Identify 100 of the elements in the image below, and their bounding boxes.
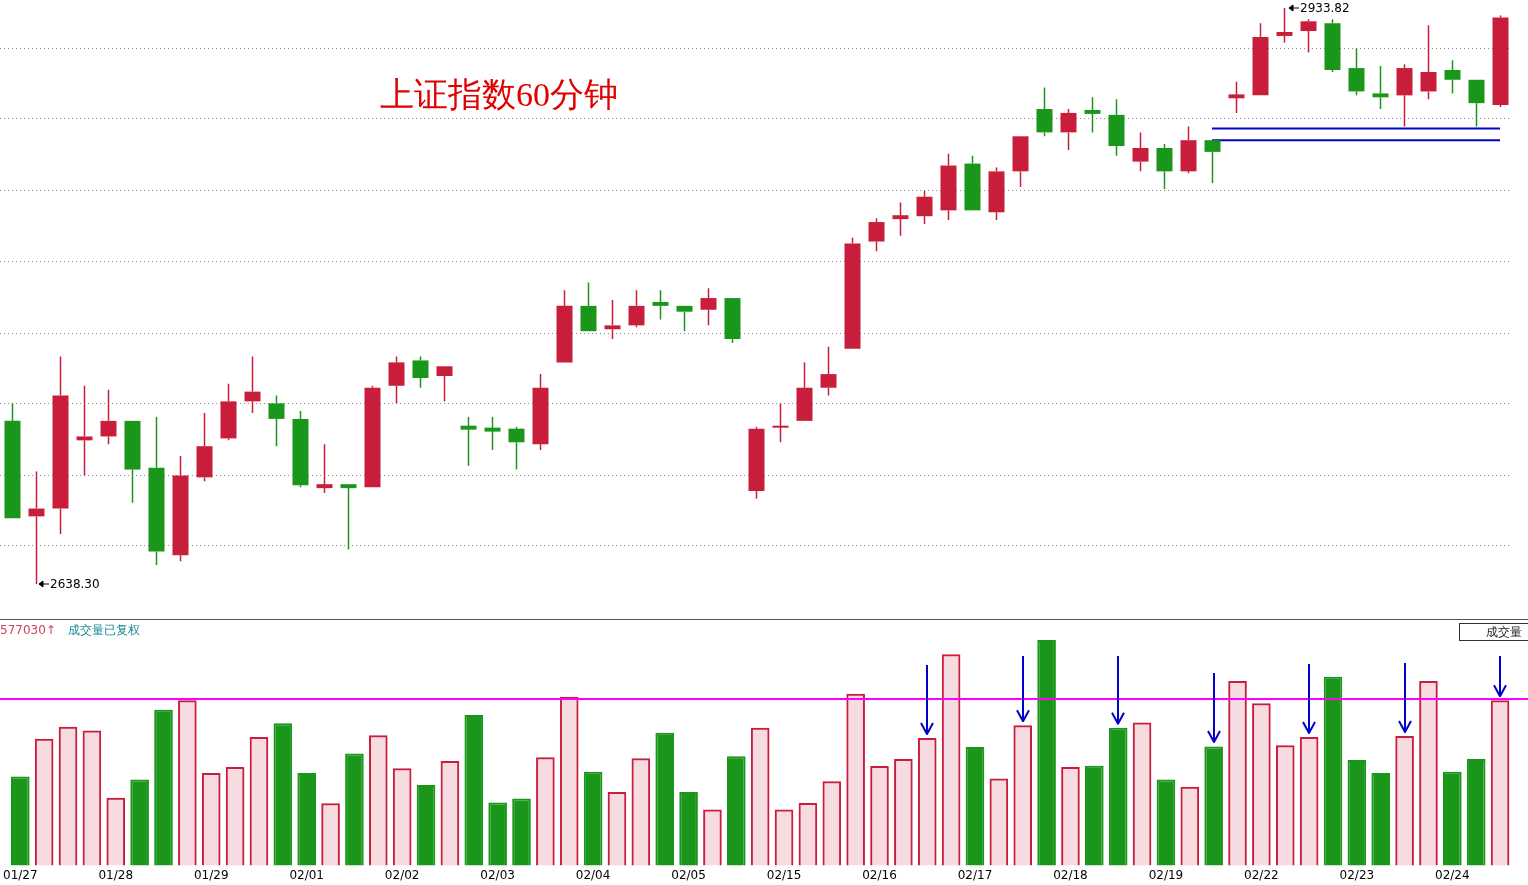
candlestick <box>148 416 165 566</box>
bar <box>1299 737 1319 866</box>
bar <box>846 693 865 866</box>
bar <box>1419 681 1438 866</box>
candlestick <box>508 425 525 471</box>
candlestick <box>268 394 285 447</box>
candlestick <box>172 455 189 562</box>
candlestick <box>820 346 837 397</box>
candlestick <box>1420 24 1437 101</box>
x-tick-label: 02/03 <box>480 867 515 882</box>
candlestick <box>772 402 789 444</box>
candlestick <box>436 366 453 403</box>
text: 上证指数60分钟 <box>380 75 618 115</box>
bar <box>1013 725 1033 866</box>
bar <box>249 737 269 866</box>
candlestick <box>1300 18 1317 54</box>
candlestick <box>460 416 477 467</box>
bar <box>870 766 889 866</box>
bar <box>917 737 937 866</box>
candlestick <box>340 484 357 551</box>
bar <box>1132 722 1152 866</box>
x-tick-label: 02/02 <box>384 867 420 882</box>
candlestick <box>940 153 957 221</box>
candlestick <box>244 355 261 414</box>
x-tick-label: 02/17 <box>957 867 993 882</box>
candlestick <box>1084 96 1101 134</box>
candlestick <box>1036 86 1053 138</box>
candlestick <box>1060 108 1077 151</box>
bar <box>106 797 126 866</box>
candlestick <box>1348 47 1365 97</box>
x-tick-label: 02/16 <box>862 867 897 882</box>
candlestick <box>532 373 549 451</box>
x-tick-label: 02/19 <box>1148 867 1184 882</box>
text: 成交量已复权 <box>68 623 140 637</box>
bar <box>894 759 913 866</box>
bar <box>1180 786 1200 866</box>
x-tick-label: 02/22 <box>1244 867 1279 882</box>
x-tick-label: 02/23 <box>1339 867 1375 882</box>
candlestick <box>700 287 717 327</box>
candlestick <box>1132 131 1149 173</box>
annotation: 2638.30 <box>50 577 100 591</box>
candlestick <box>100 388 117 445</box>
candlestick <box>484 416 501 451</box>
x-tick-label: 02/01 <box>289 867 324 882</box>
bar <box>1252 703 1271 866</box>
bar <box>58 726 78 866</box>
candlestick <box>1108 98 1125 157</box>
candlestick <box>1228 80 1245 114</box>
bar <box>774 809 794 866</box>
bar <box>1490 700 1510 866</box>
bar <box>1275 745 1295 866</box>
bar <box>440 760 460 866</box>
bar <box>631 758 651 866</box>
candlestick <box>316 443 333 494</box>
bar <box>989 778 1009 866</box>
candlestick <box>1372 65 1389 110</box>
candlestick <box>580 281 597 332</box>
candlestick <box>796 361 813 421</box>
x-tick-label: 02/15 <box>766 867 802 882</box>
bar <box>321 803 340 866</box>
bar <box>1228 681 1247 866</box>
bar <box>34 738 54 866</box>
x-tick-label: 02/18 <box>1053 867 1088 882</box>
bar <box>607 792 627 866</box>
bar <box>750 727 770 866</box>
bar <box>1061 767 1080 866</box>
bar <box>82 730 102 866</box>
candlestick <box>1444 59 1461 95</box>
bar <box>941 654 961 866</box>
bar <box>368 735 388 866</box>
x-tick-label: 02/04 <box>575 867 611 882</box>
bar <box>559 696 579 866</box>
x-tick-label: 01/29 <box>193 867 229 882</box>
bar <box>1395 736 1414 866</box>
candlestick <box>220 383 237 442</box>
candlestick <box>52 355 69 535</box>
candlestick <box>1396 63 1413 128</box>
x-tick-label: 02/24 <box>1435 867 1470 882</box>
candlestick <box>124 420 141 504</box>
x-tick-label: 01/27 <box>2 867 38 882</box>
candlestick <box>196 412 213 483</box>
bar <box>798 802 818 866</box>
bar <box>201 773 221 866</box>
candlestick <box>1204 140 1221 184</box>
bar <box>225 767 245 866</box>
bar <box>703 809 722 866</box>
candlestick <box>388 355 405 405</box>
candlestick <box>652 289 669 321</box>
candlestick <box>892 201 909 237</box>
text: 成交量 <box>1459 623 1528 641</box>
candlestick <box>76 385 93 477</box>
bar <box>536 757 555 866</box>
candlestick <box>604 299 621 340</box>
x-tick-label: 01/28 <box>98 867 134 882</box>
candlestick <box>1156 143 1173 190</box>
bar <box>822 781 842 866</box>
annotation: 2933.82 <box>1300 1 1350 15</box>
text: 577030↑ <box>0 623 56 637</box>
bar <box>392 768 412 866</box>
x-tick-label: 02/05 <box>671 867 706 882</box>
